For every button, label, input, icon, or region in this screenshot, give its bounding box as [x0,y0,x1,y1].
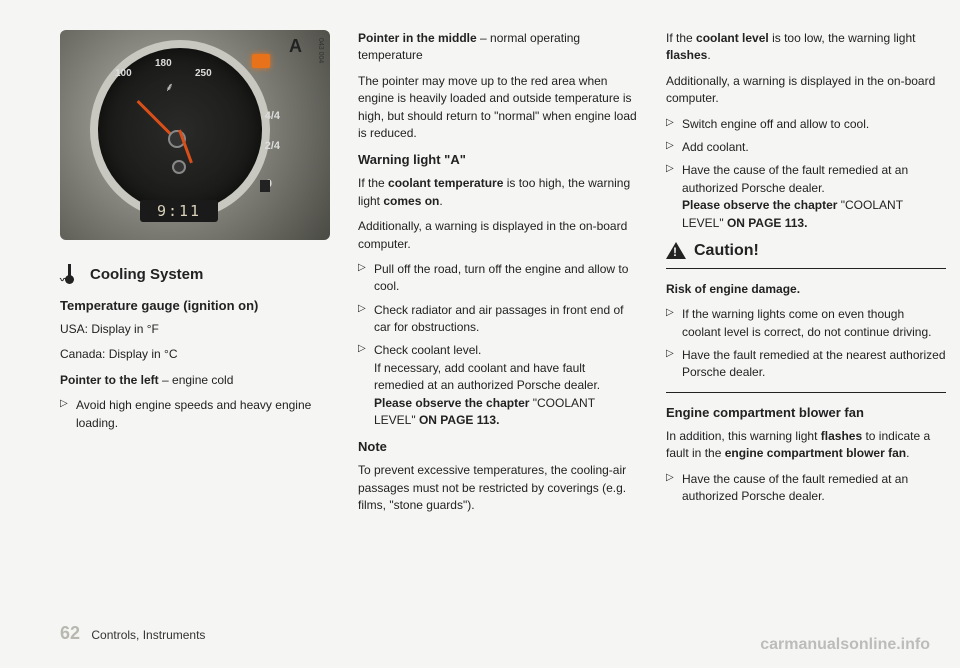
t: Have the cause of the fault remedied at … [682,163,908,194]
pointer-left-bold: Pointer to the left [60,373,159,387]
pointer-left-rest: – engine cold [159,373,234,387]
gauge-clock: 9:11 [140,200,218,222]
t: Please observe the chapter [682,198,837,212]
section-heading-text: Cooling System [90,266,203,283]
rule [666,268,946,269]
list-item: Have the cause of the fault remedied at … [666,471,946,506]
list-item: Have the fault remedied at the nearest a… [666,347,946,382]
fuel-pump-icon [260,180,270,192]
t: . [906,446,909,460]
list-item: Switch engine off and allow to cool. [666,116,946,133]
risk-heading: Risk of engine damage. [666,281,946,298]
page-columns: 180 100 250 4/4 2/4 0 ⸙ 9:11 A 043 004 〰… [60,30,920,523]
caution-label: Caution! [694,242,759,260]
t: ON PAGE 113. [727,216,807,230]
list-pointer-left: Avoid high engine speeds and heavy engin… [60,397,330,432]
gauge-image: 180 100 250 4/4 2/4 0 ⸙ 9:11 A 043 004 [60,30,330,240]
list-item: Check radiator and air passages in front… [358,302,638,337]
list-coolant-level: Switch engine off and allow to cool. Add… [666,116,946,232]
gauge-num-250: 250 [195,68,212,79]
caution-row: Caution! [666,242,946,260]
t: coolant temperature [388,176,503,190]
section-heading-cooling: 〰 Cooling System [60,264,330,284]
t: coolant level [696,31,769,45]
gauge-hub-bottom [172,160,186,174]
para-fan: In addition, this warning light flashes … [666,428,946,463]
list-item: Avoid high engine speeds and heavy engin… [60,397,330,432]
watermark: carmanualsonline.info [760,636,930,654]
text-pointer-middle: Pointer in the middle – normal operating… [358,30,638,65]
page-number: 62 [60,623,80,643]
t: ON PAGE 113. [419,413,499,427]
t: . [707,48,710,62]
sub-temp-gauge: Temperature gauge (ignition on) [60,298,330,313]
gauge-num-24: 2/4 [265,140,280,152]
caution-triangle-icon [666,242,686,259]
sub-warning-a: Warning light "A" [358,152,638,167]
list-item: Add coolant. [666,139,946,156]
t: If necessary, add coolant and have fault… [374,361,600,392]
t: If the [666,31,696,45]
list-item: Have the cause of the fault remedied at … [666,162,946,232]
gauge-num-100: 100 [115,68,132,79]
t: comes on [383,194,439,208]
text-usa: USA: Display in °F [60,321,330,338]
t: Please observe the chapter [374,396,529,410]
gauge-num-44: 4/4 [265,110,280,122]
thermometer-icon: 〰 [60,264,80,284]
t: is too low, the warning light [769,31,916,45]
para-warn1: If the coolant temperature is too high, … [358,175,638,210]
para-coolant-level: If the coolant level is too low, the war… [666,30,946,65]
t: flashes [666,48,707,62]
pointer-mid-bold: Pointer in the middle [358,31,477,45]
para-warn2: Additionally, a warning is displayed in … [358,218,638,253]
footer-section: Controls, Instruments [91,628,205,642]
list-item: Pull off the road, turn off the engine a… [358,261,638,296]
rule [666,392,946,393]
sub-note: Note [358,439,638,454]
text-canada: Canada: Display in °C [60,346,330,363]
t: flashes [821,429,862,443]
text-pointer-left: Pointer to the left – engine cold [60,372,330,389]
list-item: If the warning lights come on even thoug… [666,306,946,341]
t: engine compartment blower fan [725,446,906,460]
page-footer: 62 Controls, Instruments [60,623,205,644]
sub-blower-fan: Engine compartment blower fan [666,405,946,420]
para-note: To prevent excessive temperatures, the c… [358,462,638,514]
temperature-icon: ⸙ [165,78,174,95]
image-code: 043 004 [317,38,324,63]
callout-a: A [289,36,302,57]
t: Check coolant level. [374,343,481,357]
para-onboard: Additionally, a warning is displayed in … [666,73,946,108]
list-item: Check coolant level. If necessary, add c… [358,342,638,429]
column-middle: Pointer in the middle – normal operating… [358,30,638,523]
t: If the [358,176,388,190]
list-risk: If the warning lights come on even thoug… [666,306,946,382]
warning-light-icon [252,54,270,68]
gauge-num-180: 180 [155,58,172,69]
list-fan: Have the cause of the fault remedied at … [666,471,946,506]
t: In addition, this warning light [666,429,821,443]
list-warning-a: Pull off the road, turn off the engine a… [358,261,638,430]
column-left: 180 100 250 4/4 2/4 0 ⸙ 9:11 A 043 004 〰… [60,30,330,523]
column-right: If the coolant level is too low, the war… [666,30,946,523]
t: . [439,194,442,208]
para-pointer-mid: The pointer may move up to the red area … [358,73,638,143]
